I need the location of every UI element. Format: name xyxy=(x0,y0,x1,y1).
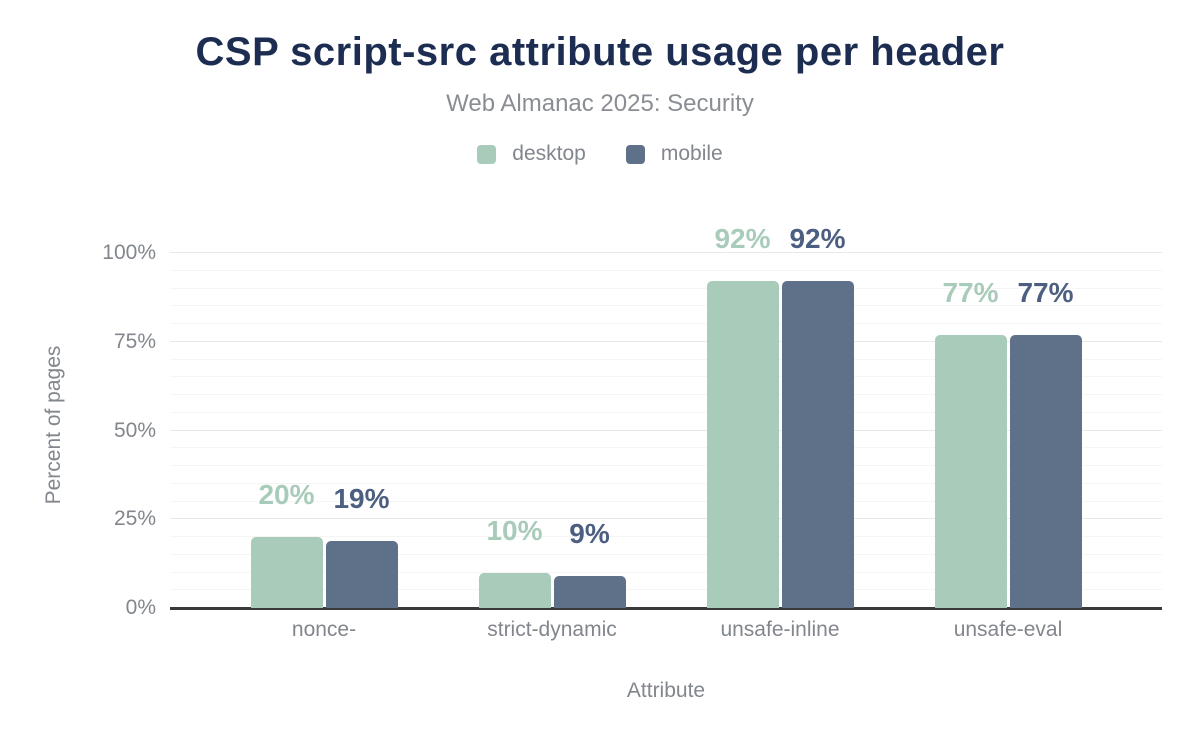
bar-value-label: 92% xyxy=(714,223,771,255)
x-tick-label-unsafe-eval: unsafe-eval xyxy=(953,618,1063,641)
bar-mobile-unsafe-eval: 77% xyxy=(1009,277,1082,608)
bar-mobile-unsafe-inline: 92% xyxy=(781,223,854,608)
gridline-minor xyxy=(170,536,1162,537)
gridline-minor xyxy=(170,411,1162,413)
y-tick-label: 0% xyxy=(125,596,156,619)
gridline-major xyxy=(170,340,1162,342)
gridline-minor xyxy=(170,482,1162,484)
x-axis-title: Attribute xyxy=(626,679,706,702)
gridline-minor xyxy=(170,447,1162,449)
gridline-minor xyxy=(170,323,1162,324)
bar-value-label: 77% xyxy=(1017,276,1074,308)
bar-group-unsafe-eval: 77% 77% xyxy=(894,277,1122,608)
legend-item-desktop: desktop xyxy=(477,142,586,166)
legend-swatch-icon xyxy=(477,144,497,164)
x-tick-label-strict-dynamic: strict-dynamic xyxy=(487,618,617,641)
bar-group-unsafe-inline: 92% 92% xyxy=(666,223,894,608)
gridline-minor xyxy=(170,358,1162,360)
gridline-major xyxy=(170,518,1162,520)
legend-item-mobile: mobile xyxy=(625,142,723,166)
gridline-minor xyxy=(170,500,1162,502)
bar-value-label: 19% xyxy=(333,482,390,514)
legend: desktop mobile xyxy=(0,142,1200,166)
gridline-minor xyxy=(170,269,1162,271)
bar-mobile-nonce-: 19% xyxy=(325,483,398,608)
gridline-minor xyxy=(170,589,1162,591)
bar-value-label: 92% xyxy=(789,223,846,255)
gridline-minor xyxy=(170,287,1162,289)
gridline-minor xyxy=(170,305,1162,307)
gridline-minor xyxy=(170,553,1162,555)
gridline-minor xyxy=(170,571,1162,573)
bar-group-strict-dynamic: 10% 9% xyxy=(438,515,666,608)
gridline-major xyxy=(170,252,1162,253)
plot-area: 20% 19% 10% 9% 92% 92% 77% 77% xyxy=(170,223,1162,610)
gridline-minor xyxy=(170,465,1162,466)
gridline-major xyxy=(170,429,1162,431)
x-tick-label-nonce-: nonce- xyxy=(291,618,357,641)
bar-value-label: 20% xyxy=(258,479,315,510)
x-tick-label-unsafe-inline: unsafe-inline xyxy=(720,618,840,641)
bar-desktop-strict-dynamic: 10% xyxy=(478,515,551,608)
x-axis-line xyxy=(170,607,1162,610)
y-tick-label: 100% xyxy=(102,241,156,264)
legend-swatch-icon xyxy=(625,144,645,164)
bar-desktop-nonce-: 20% xyxy=(250,479,323,608)
gridline-minor xyxy=(170,376,1162,378)
bar-value-label: 10% xyxy=(486,514,543,546)
bar-desktop-unsafe-eval: 77% xyxy=(934,277,1007,608)
bar-mobile-strict-dynamic: 9% xyxy=(553,518,626,608)
y-tick-label: 75% xyxy=(113,329,156,353)
legend-label: desktop xyxy=(512,142,586,165)
bar-value-label: 77% xyxy=(942,276,999,308)
legend-label: mobile xyxy=(660,142,723,165)
y-tick-label: 50% xyxy=(113,418,156,442)
bar-value-label: 9% xyxy=(569,518,610,550)
y-tick-label: 25% xyxy=(113,507,156,531)
chart-title: CSP script-src attribute usage per heade… xyxy=(195,30,1005,74)
gridline-minor xyxy=(170,394,1162,395)
bar-desktop-unsafe-inline: 92% xyxy=(706,223,779,608)
bar-group-nonce-: 20% 19% xyxy=(210,479,438,608)
chart-subtitle: Web Almanac 2025: Security xyxy=(446,90,754,117)
